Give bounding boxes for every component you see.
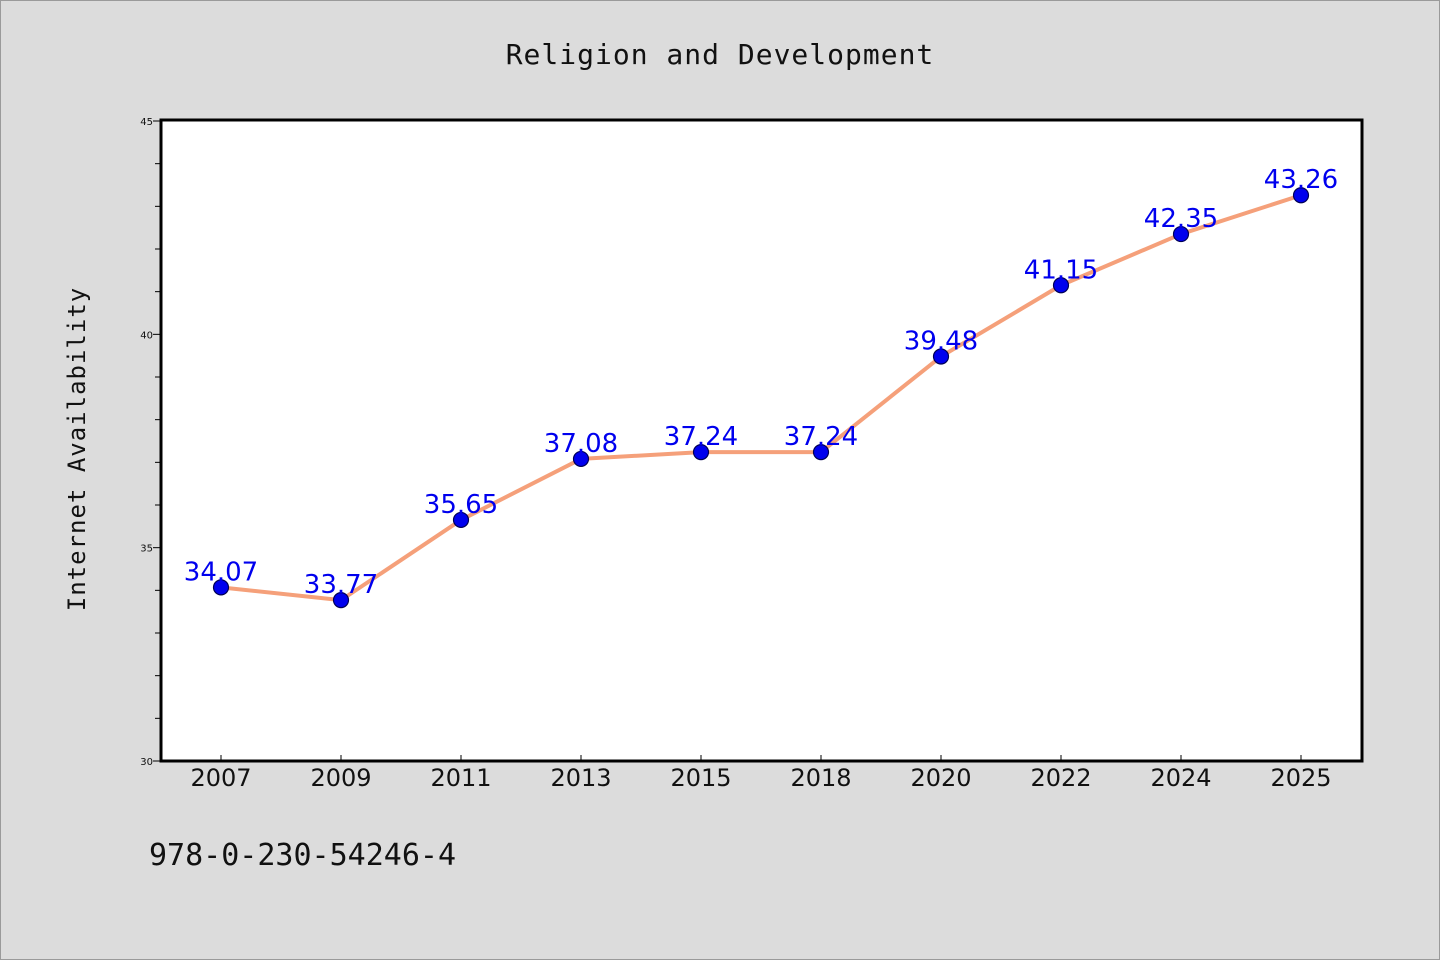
- x-tick-label: 2022: [1030, 764, 1091, 792]
- data-point: [1052, 277, 1070, 294]
- data-label: 37.24: [664, 422, 738, 452]
- data-point: [932, 348, 950, 365]
- chart-title: Religion and Development: [506, 38, 935, 71]
- x-tick-label: 2024: [1150, 764, 1211, 792]
- x-tick-label: 2025: [1270, 764, 1331, 792]
- y-tick-label: 35: [140, 544, 153, 555]
- data-labels-group: 34.07 33.77 35.65 37.08 37.24 37.24 39.48 41.15…: [184, 165, 1338, 600]
- series-line: [219, 193, 1303, 603]
- x-tick-label: 2007: [190, 764, 251, 792]
- x-tick-label: 2018: [790, 764, 851, 792]
- data-label: 37.24: [784, 422, 858, 452]
- data-label: 34.07: [184, 557, 258, 587]
- x-axis-ticks: 2007 2009 2011 2013 2015 2018 2020 2022 2024 2025: [190, 755, 1332, 792]
- x-tick-label: 2009: [310, 764, 371, 792]
- data-point: [572, 450, 590, 468]
- isbn-text: 978-0-230-54246-4: [149, 838, 456, 873]
- data-point: [452, 511, 470, 529]
- x-tick-label: 2015: [670, 764, 731, 792]
- data-label: 43.26: [1264, 165, 1338, 195]
- y-tick-label: 30: [140, 757, 153, 768]
- data-label: 42.35: [1144, 204, 1218, 234]
- data-label: 35.65: [424, 490, 498, 520]
- data-label: 33.77: [304, 570, 378, 600]
- data-point: [212, 579, 230, 596]
- x-tick-label: 2013: [550, 764, 611, 792]
- y-axis-label: Internet Availability: [63, 287, 91, 611]
- data-label: 39.48: [904, 327, 978, 357]
- x-tick-label: 2011: [430, 764, 491, 792]
- y-axis-ticks: 30 35 40 45: [140, 117, 161, 768]
- data-point: [1172, 225, 1190, 243]
- series-group: [212, 187, 1310, 609]
- data-point: [692, 443, 710, 461]
- data-point: [812, 443, 830, 461]
- y-tick-label: 45: [140, 117, 153, 128]
- y-tick-label: 40: [140, 330, 153, 341]
- data-point: [1292, 187, 1310, 204]
- data-label: 41.15: [1024, 255, 1098, 285]
- plot-area: [159, 118, 1364, 763]
- x-tick-label: 2020: [910, 764, 971, 792]
- data-label: 37.08: [544, 429, 618, 459]
- data-point: [332, 592, 350, 609]
